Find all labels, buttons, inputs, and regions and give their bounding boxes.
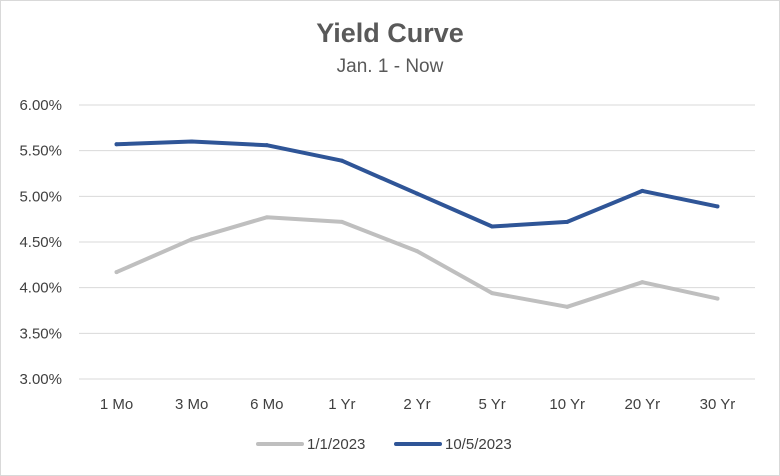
data-point xyxy=(565,219,570,224)
x-tick-label: 3 Mo xyxy=(175,396,208,413)
data-point xyxy=(565,304,570,309)
data-point xyxy=(715,204,720,209)
x-axis-ticks: 1 Mo 3 Mo 6 Mo 1 Yr 2 Yr 5 Yr 10 Yr 20 Yr 30 Yr xyxy=(100,396,735,413)
data-point xyxy=(490,291,495,296)
series-line-0 xyxy=(114,215,720,309)
data-point xyxy=(114,270,119,275)
data-point xyxy=(189,139,194,144)
x-tick-label: 2 Yr xyxy=(403,396,430,413)
gridlines xyxy=(79,104,755,380)
data-point xyxy=(490,224,495,229)
data-point xyxy=(339,158,344,163)
y-tick-label: 5.00% xyxy=(19,188,62,205)
y-tick-label: 6.00% xyxy=(19,97,62,114)
data-point xyxy=(415,191,419,196)
x-tick-label: 6 Mo xyxy=(250,396,283,413)
legend-label: 1/1/2023 xyxy=(307,436,365,453)
legend: 1/1/2023 10/5/2023 xyxy=(256,436,512,453)
data-point xyxy=(189,237,194,242)
x-tick-label: 1 Mo xyxy=(100,396,133,413)
y-tick-label: 3.00% xyxy=(19,371,62,388)
data-point xyxy=(415,249,419,254)
y-tick-label: 4.50% xyxy=(19,234,62,251)
x-tick-label: 1 Yr xyxy=(328,396,355,413)
y-axis-ticks: 3.00% 3.50% 4.00% 4.50% 5.00% 5.50% 6.00% xyxy=(19,97,62,388)
data-point xyxy=(715,296,720,301)
legend-label: 10/5/2023 xyxy=(445,436,512,453)
chart-title: Yield Curve xyxy=(316,18,464,48)
x-tick-label: 10 Yr xyxy=(549,396,585,413)
data-point xyxy=(339,219,344,224)
data-point xyxy=(640,280,645,285)
series-line-1 xyxy=(114,139,720,229)
chart-subtitle: Jan. 1 - Now xyxy=(336,56,444,77)
data-point xyxy=(114,142,119,147)
y-tick-label: 5.50% xyxy=(19,143,62,160)
data-point xyxy=(640,188,645,193)
data-point xyxy=(264,143,269,148)
series-lines xyxy=(114,139,720,309)
y-tick-label: 3.50% xyxy=(19,325,62,342)
x-tick-label: 20 Yr xyxy=(625,396,661,413)
data-point xyxy=(264,215,269,220)
x-tick-label: 30 Yr xyxy=(700,396,736,413)
x-tick-label: 5 Yr xyxy=(478,396,505,413)
y-tick-label: 4.00% xyxy=(19,280,62,297)
